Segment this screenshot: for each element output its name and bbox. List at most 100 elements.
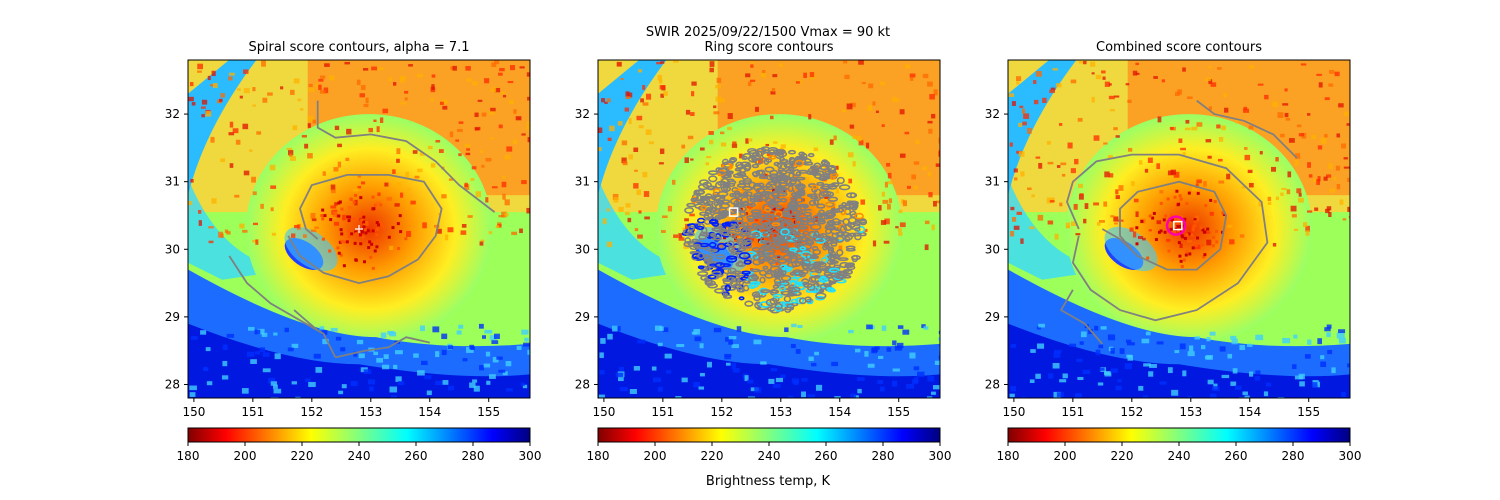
ring-contour [775,205,783,210]
panel-2: Ring score contours 150 151 152 153 154 155 28 2… [575,40,952,463]
ring-contour [754,158,763,165]
ring-contour [710,232,717,238]
ring-contour [807,152,815,158]
colorbar-tick-label: 260 [405,449,428,463]
score-contour [1101,180,1228,271]
ring-contour [769,169,779,176]
ring-contour [799,203,807,211]
ring-contour [810,253,817,258]
ring-contour [792,210,804,216]
ring-contour [726,286,737,291]
ring-contour [714,254,726,260]
score-contour [287,174,443,285]
ring-contour [804,239,815,246]
ring-contour [848,232,857,237]
ring-contour [752,254,761,261]
contour-group [228,100,496,359]
ring-contour [740,196,749,204]
ring-contour [764,206,772,213]
colorbar: 180 200 220 240 260 280 300 [997,427,1361,463]
ring-contour [777,169,788,175]
ring-contour [723,174,732,179]
ring-contour [808,275,817,284]
ring-contour [697,183,710,191]
ring-contour [708,170,719,176]
ring-contour [808,199,817,207]
ring-contour [796,225,808,230]
ring-contour [772,293,784,299]
ring-contour [837,257,849,262]
ring-contour [774,186,783,191]
ring-contour [719,203,731,209]
ring-contour [825,235,833,242]
ring-contour [727,276,735,282]
center-square-marker [728,207,739,217]
panel-3: Combined score contours 150 151 152 153 154 15… [985,40,1362,463]
ring-contour [691,238,699,243]
x-tick-label: 150 [182,405,205,419]
ring-contour [700,195,707,200]
x-tick-label: 155 [887,405,910,419]
ring-contour [805,253,812,260]
ring-contour [758,175,769,180]
ring-contour [742,225,754,230]
ring-contour [772,215,782,223]
score-contour [316,100,496,213]
ring-contour [729,157,738,163]
ring-contour [754,301,763,309]
ring-contour [818,191,825,199]
ring-contour [768,202,776,209]
colorbar-tick-label: 200 [1054,449,1077,463]
ring-contour [685,232,695,237]
ring-contour [766,270,773,275]
ring-contour [734,167,742,172]
ring-contour [708,241,717,248]
ring-contour [802,211,812,217]
colorbar-tick-label: 240 [1168,449,1191,463]
ring-contour [738,288,745,293]
colorbar-tick-label: 240 [758,449,781,463]
ring-contour [836,176,845,185]
ring-contour [742,243,753,249]
ring-contour [753,182,761,187]
ring-contour [850,192,856,199]
colorbar: 180 200 220 240 260 280 300 [587,427,952,463]
ring-contour [752,171,759,178]
ring-contour [711,271,722,276]
colorbar-tick-label: 300 [929,449,952,463]
ring-contour [750,209,762,214]
score-contour [1196,99,1298,159]
ring-contour [824,200,836,209]
ring-contour [711,194,722,201]
ring-contour [789,286,801,293]
ring-contour [832,253,840,260]
ring-contour [751,233,761,238]
ring-contour [730,251,741,256]
y-tick-label: 28 [985,377,1000,391]
ring-contour [773,268,784,276]
ring-contour [707,261,719,269]
ring-contour [852,232,862,237]
ring-contour [763,158,770,165]
ring-contour [787,185,794,193]
ring-contour [788,172,795,179]
ring-contour [759,301,771,308]
ring-contour [807,167,819,174]
ring-contour [818,276,829,283]
ring-contour [760,240,769,244]
ring-contour [703,214,710,219]
ring-contour [717,167,729,174]
ring-contour [742,180,752,184]
ring-contour [774,302,783,310]
colorbar-tick-label: 300 [519,449,542,463]
x-tick-label: 150 [592,405,615,419]
ring-contour [828,280,837,285]
ring-contour [768,149,778,155]
x-tick-label: 152 [300,405,323,419]
ring-contour [763,255,772,262]
ring-contour [813,199,819,206]
colorbar-gradient [597,427,941,443]
ring-contour [839,261,850,269]
ring-contour [743,221,749,229]
ring-contour [773,149,784,154]
